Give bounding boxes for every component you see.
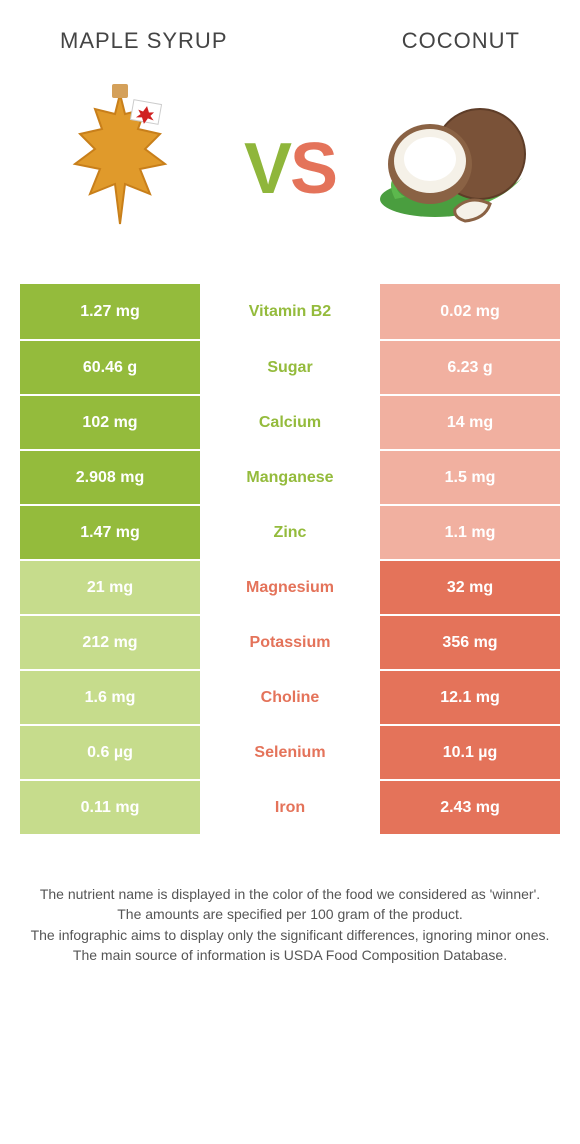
table-row: 21 mgMagnesium32 mg — [20, 559, 560, 614]
left-value: 60.46 g — [20, 341, 200, 394]
hero-section: VS — [0, 64, 580, 284]
left-value: 0.11 mg — [20, 781, 200, 834]
comparison-table: 1.27 mgVitamin B20.02 mg60.46 gSugar6.23… — [0, 284, 580, 834]
footer-line: The main source of information is USDA F… — [30, 945, 550, 965]
vs-v: V — [244, 129, 290, 209]
right-value: 10.1 µg — [380, 726, 560, 779]
table-row: 0.6 µgSelenium10.1 µg — [20, 724, 560, 779]
nutrient-name: Iron — [200, 781, 380, 834]
footer-line: The nutrient name is displayed in the co… — [30, 884, 550, 904]
title-left: Maple syrup — [60, 28, 228, 54]
footer-notes: The nutrient name is displayed in the co… — [0, 834, 580, 965]
right-value: 32 mg — [380, 561, 560, 614]
footer-line: The amounts are specified per 100 gram o… — [30, 904, 550, 924]
left-value: 1.47 mg — [20, 506, 200, 559]
table-row: 1.27 mgVitamin B20.02 mg — [20, 284, 560, 339]
footer-line: The infographic aims to display only the… — [30, 925, 550, 945]
table-row: 212 mgPotassium356 mg — [20, 614, 560, 669]
nutrient-name: Vitamin B2 — [200, 284, 380, 339]
right-value: 14 mg — [380, 396, 560, 449]
left-value: 2.908 mg — [20, 451, 200, 504]
maple-syrup-image — [30, 79, 210, 259]
table-row: 1.6 mgCholine12.1 mg — [20, 669, 560, 724]
header: Maple syrup Coconut — [0, 0, 580, 64]
table-row: 1.47 mgZinc1.1 mg — [20, 504, 560, 559]
table-row: 0.11 mgIron2.43 mg — [20, 779, 560, 834]
right-value: 12.1 mg — [380, 671, 560, 724]
nutrient-name: Zinc — [200, 506, 380, 559]
nutrient-name: Manganese — [200, 451, 380, 504]
table-row: 60.46 gSugar6.23 g — [20, 339, 560, 394]
table-row: 2.908 mgManganese1.5 mg — [20, 449, 560, 504]
vs-label: VS — [244, 128, 336, 210]
vs-s: S — [290, 129, 336, 209]
left-value: 1.6 mg — [20, 671, 200, 724]
nutrient-name: Potassium — [200, 616, 380, 669]
left-value: 0.6 µg — [20, 726, 200, 779]
nutrient-name: Choline — [200, 671, 380, 724]
right-value: 356 mg — [380, 616, 560, 669]
nutrient-name: Magnesium — [200, 561, 380, 614]
nutrient-name: Sugar — [200, 341, 380, 394]
nutrient-name: Calcium — [200, 396, 380, 449]
table-row: 102 mgCalcium14 mg — [20, 394, 560, 449]
left-value: 212 mg — [20, 616, 200, 669]
right-value: 6.23 g — [380, 341, 560, 394]
left-value: 102 mg — [20, 396, 200, 449]
coconut-image — [370, 79, 550, 259]
left-value: 21 mg — [20, 561, 200, 614]
right-value: 1.5 mg — [380, 451, 560, 504]
right-value: 0.02 mg — [380, 284, 560, 339]
nutrient-name: Selenium — [200, 726, 380, 779]
left-value: 1.27 mg — [20, 284, 200, 339]
title-right: Coconut — [402, 28, 520, 54]
right-value: 2.43 mg — [380, 781, 560, 834]
right-value: 1.1 mg — [380, 506, 560, 559]
